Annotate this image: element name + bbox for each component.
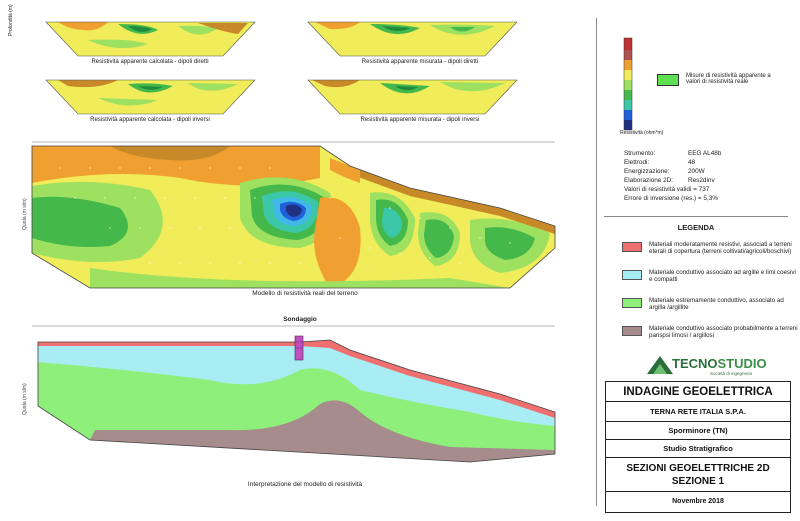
marker-note: Misure di resistività apparente a valori… — [686, 73, 771, 85]
company-name-part1: TECNO — [672, 356, 718, 371]
legend-swatch — [622, 298, 642, 308]
company-tagline: Società di ingegneria — [710, 371, 753, 376]
company-logo-icon — [647, 356, 673, 374]
right-panel-divider — [596, 18, 597, 506]
mini-section-meas-direct-caption: Resistività apparente misurata - dipoli … — [361, 59, 479, 65]
interpretation-section — [32, 325, 556, 463]
title-block-section-line1: SEZIONI GEOELETTRICHE 2D — [626, 463, 770, 474]
title-block: INDAGINE GEOELETTRICA TERNA RETE ITALIA … — [605, 381, 791, 513]
legend-swatch — [622, 242, 642, 252]
mini-section-meas-direct — [307, 21, 518, 57]
resistivity-model-ylabel: Quota (m slm) — [22, 198, 28, 230]
title-block-section-line2: SEZIONE 1 — [671, 476, 725, 487]
legend-title: LEGENDA — [677, 223, 715, 232]
info-label: Strumento: — [624, 150, 656, 157]
info-value: EEG AL48b — [688, 150, 722, 157]
info-label: Energizzazione: — [624, 168, 670, 175]
info-value: Res2dinv — [688, 177, 715, 184]
colorbar — [623, 37, 633, 131]
title-block-section: SEZIONI GEOELETTRICHE 2D SEZIONE 1 — [606, 458, 790, 492]
mini-section-calc-direct-ylabel: Profondità (m) — [8, 4, 14, 36]
company-name-part2: STUDIO — [717, 356, 767, 371]
legend-text: Materiale conduttivo associato ad argill… — [649, 269, 796, 284]
resistivity-model-section — [31, 141, 556, 289]
mini-section-calc-direct — [45, 21, 256, 57]
info-label: Elettrodi: — [624, 159, 650, 166]
title-block-date: Novembre 2018 — [672, 498, 724, 505]
mini-section-meas-inverse-caption: Resistività apparente misurata - dipoli … — [360, 117, 480, 123]
info-label: Errore di inversione (res.) = 5,3% — [624, 195, 718, 202]
interpretation-ylabel: Quota (m slm) — [22, 383, 28, 415]
info-label: Elaborazione 2D: — [624, 177, 674, 184]
title-block-location: Sporminore (TN) — [606, 422, 790, 440]
title-block-client: TERNA RETE ITALIA S.P.A. — [606, 402, 790, 422]
mini-section-calc-inverse — [45, 79, 256, 115]
legend-text: Materiale estremamente conduttivo, assoc… — [649, 297, 784, 312]
title-block-study: Studio Stratigrafico — [606, 440, 790, 458]
company-name: TECNOSTUDIO — [672, 356, 767, 371]
legend-text: Materiale conduttivo associato probabilm… — [649, 325, 798, 340]
interpretation-caption: Interpretazione del modello di resistivi… — [247, 481, 363, 488]
mini-section-calc-inverse-caption: Resistività apparente calcolata - dipoli… — [90, 117, 210, 123]
mini-section-meas-inverse — [307, 79, 518, 115]
mini-section-calc-direct-caption: Resistività apparente calcolata - dipoli… — [91, 59, 209, 65]
legend-swatch — [622, 270, 642, 280]
legend-text: Materiali moderatamente resistivi, assoc… — [649, 241, 792, 256]
title-block-title: INDAGINE GEOELETTRICA — [606, 382, 790, 402]
legend-swatch — [622, 326, 642, 336]
info-label: Valori di resistività validi = 737 — [624, 186, 710, 193]
colorbar-unit-label: Resistività (ohm*m) — [620, 130, 664, 136]
info-value: 200W — [688, 168, 705, 175]
legend-top-rule — [604, 216, 788, 217]
marker-swatch — [657, 74, 679, 86]
borehole-label: Sondaggio — [283, 316, 317, 323]
resistivity-model-caption: Modello di resistività reali del terreno — [252, 290, 358, 297]
info-value: 48 — [688, 159, 696, 166]
